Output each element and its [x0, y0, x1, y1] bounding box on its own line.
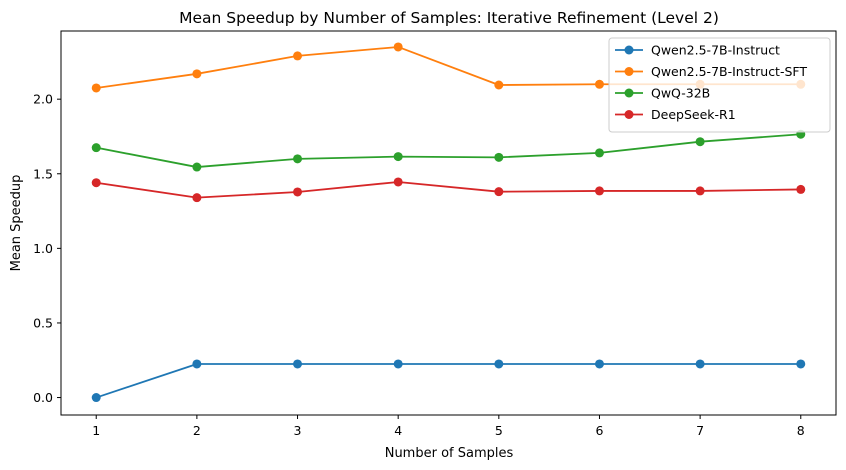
data-point [293, 359, 303, 369]
x-tick-label: 7 [696, 423, 704, 438]
data-point [293, 51, 303, 61]
series-qwen2-5-7b-instruct [91, 359, 806, 403]
legend-item: QwQ-32B [615, 86, 710, 101]
series-qwq-32b [91, 129, 806, 172]
legend: Qwen2.5-7B-Instruct Qwen2.5-7B-Instruct-S… [608, 37, 831, 133]
data-point [594, 79, 604, 89]
data-point [91, 393, 101, 403]
x-tick-label: 6 [595, 423, 603, 438]
legend-item: DeepSeek-R1 [615, 107, 736, 122]
data-point [494, 187, 504, 197]
legend-item: Qwen2.5-7B-Instruct-SFT [615, 64, 807, 79]
data-point [393, 152, 403, 162]
data-point [91, 143, 101, 153]
series-line [95, 363, 801, 399]
x-tick-label: 2 [193, 423, 201, 438]
data-point [192, 162, 202, 172]
data-point [293, 187, 303, 197]
x-tick-label: 8 [797, 423, 805, 438]
series-layer [91, 42, 806, 403]
plot-frame [60, 30, 837, 416]
x-axis-label: Number of Samples [385, 446, 514, 461]
y-tick-label: 1.0 [33, 241, 53, 256]
data-point [393, 42, 403, 52]
legend-item: Qwen2.5-7B-Instruct [615, 43, 780, 58]
x-tick-label: 1 [92, 423, 100, 438]
x-tick-label: 4 [394, 423, 402, 438]
data-point [494, 152, 504, 162]
data-point [494, 80, 504, 90]
data-point [796, 184, 806, 194]
data-point [594, 186, 604, 196]
legend-marker [624, 110, 634, 119]
data-point [695, 186, 705, 196]
chart-title: Mean Speedup by Number of Samples: Itera… [179, 9, 719, 27]
data-point [91, 178, 101, 188]
y-tick-label: 0.0 [33, 390, 53, 405]
data-point [494, 359, 504, 369]
y-tick-label: 2.0 [33, 92, 53, 107]
data-point [393, 359, 403, 369]
x-tick-label: 5 [495, 423, 503, 438]
legend-marker [624, 45, 634, 55]
x-axis: 1 2 3 4 5 6 7 8 [92, 415, 805, 438]
data-point [192, 193, 202, 203]
legend-box [608, 37, 831, 133]
series-line [96, 181, 801, 199]
data-point [91, 83, 101, 93]
data-point [293, 154, 303, 164]
legend-marker [624, 67, 634, 76]
data-point [594, 359, 604, 369]
data-point [796, 359, 806, 369]
legend-label: QwQ-32B [651, 86, 710, 101]
series-line [96, 133, 801, 168]
y-axis: 0.0 0.5 1.0 1.5 2.0 [33, 92, 61, 405]
data-point [594, 148, 604, 158]
y-tick-label: 1.5 [33, 166, 53, 181]
y-tick-label: 0.5 [33, 315, 53, 330]
data-point [192, 69, 202, 79]
data-point [393, 177, 403, 187]
data-point [695, 137, 705, 147]
data-point [695, 359, 705, 369]
legend-label: Qwen2.5-7B-Instruct-SFT [651, 64, 807, 79]
series-deepseek-r1 [91, 177, 806, 203]
y-axis-label: Mean Speedup [9, 175, 24, 272]
legend-label: Qwen2.5-7B-Instruct [651, 43, 780, 58]
legend-marker [624, 88, 634, 98]
x-tick-label: 3 [294, 423, 302, 438]
legend-label: DeepSeek-R1 [651, 107, 736, 122]
data-point [192, 359, 202, 369]
